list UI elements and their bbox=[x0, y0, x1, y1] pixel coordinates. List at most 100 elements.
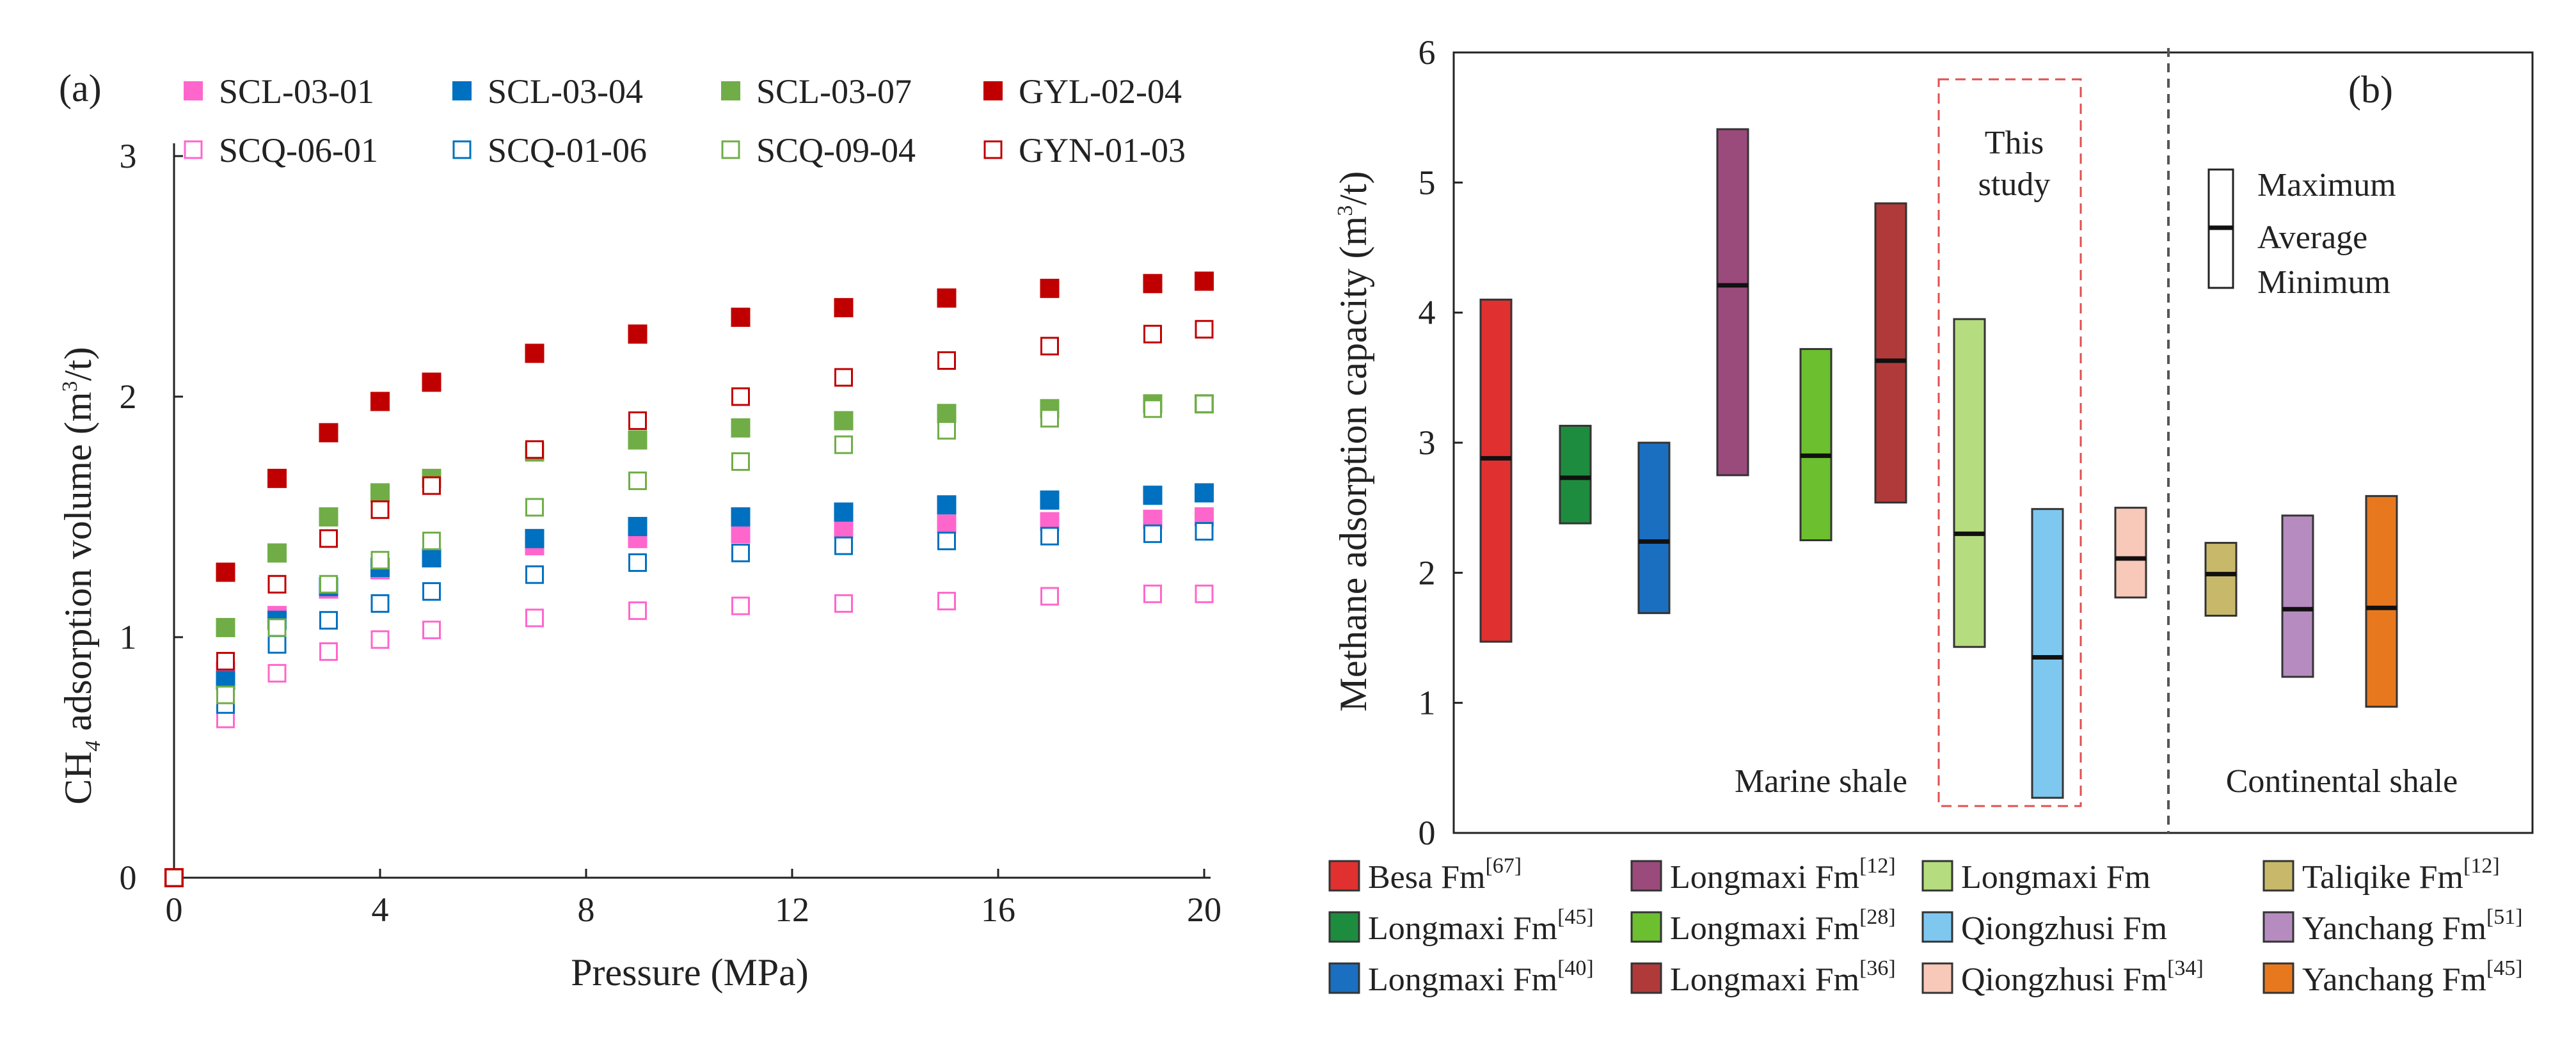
legend-label: SCQ-09-04 bbox=[756, 131, 916, 170]
data-point-scq-01-06 bbox=[628, 553, 647, 572]
range-bar bbox=[2281, 514, 2314, 678]
continental-shale-label: Continental shale bbox=[2226, 763, 2458, 800]
data-point-gyl-02-04 bbox=[319, 423, 338, 443]
range-bar bbox=[1874, 202, 1907, 504]
legend-marker bbox=[983, 140, 1003, 159]
legend-reference: [45] bbox=[1557, 905, 1594, 929]
data-point-gyl-02-04 bbox=[1040, 278, 1060, 298]
legend-swatch bbox=[1921, 911, 1953, 943]
data-point-gyl-02-04 bbox=[731, 307, 751, 327]
data-point-scq-09-04 bbox=[319, 574, 338, 594]
data-point-gyl-02-04 bbox=[628, 324, 648, 344]
data-point-scq-01-06 bbox=[1143, 524, 1162, 543]
data-point-gyl-02-04 bbox=[422, 372, 441, 392]
data-point-scl-03-04 bbox=[1040, 490, 1060, 510]
y-tick-label: 1 bbox=[1419, 684, 1436, 722]
panel-a-ylabel-post: /t) bbox=[57, 347, 99, 381]
data-point-scl-03-04 bbox=[525, 528, 545, 548]
panel-b-range-bars bbox=[1479, 128, 2398, 799]
x-tick-label: 0 bbox=[166, 891, 183, 929]
legend-label: Longmaxi Fm[12] bbox=[1670, 854, 1896, 896]
legend-swatch bbox=[2262, 962, 2294, 994]
range-bar bbox=[2031, 508, 2064, 799]
legend-reference: [28] bbox=[1859, 905, 1896, 929]
range-bar bbox=[2365, 495, 2398, 708]
legend-swatch bbox=[2262, 860, 2294, 892]
data-point-scq-06-01 bbox=[628, 601, 647, 621]
data-point-scl-03-04 bbox=[628, 517, 648, 537]
y-tick-label: 3 bbox=[120, 137, 137, 175]
legend-label: Longmaxi Fm[36] bbox=[1670, 956, 1896, 998]
y-tick-label: 4 bbox=[1419, 294, 1436, 332]
legend-reference: [12] bbox=[2463, 854, 2500, 878]
data-point-scl-03-07 bbox=[216, 617, 235, 637]
range-bar bbox=[1559, 425, 1592, 525]
legend-label: Qiongzhusi Fm[34] bbox=[1961, 956, 2204, 998]
legend-marker bbox=[721, 140, 740, 159]
legend-label: SCL-03-04 bbox=[488, 72, 643, 111]
y-tick-label: 0 bbox=[120, 859, 137, 897]
data-point-scq-06-01 bbox=[1195, 584, 1214, 603]
data-point-gyn-01-03 bbox=[525, 440, 544, 459]
data-point-gyl-02-04 bbox=[216, 562, 235, 582]
x-tick-label: 12 bbox=[775, 891, 809, 929]
legend-label: SCL-03-01 bbox=[219, 72, 374, 111]
legend-label: Longmaxi Fm bbox=[1961, 859, 2151, 896]
panel-a-label: (a) bbox=[59, 67, 102, 109]
legend-label: Longmaxi Fm[28] bbox=[1670, 905, 1896, 947]
data-point-scl-03-07 bbox=[628, 430, 648, 450]
data-point-scl-03-04 bbox=[1143, 486, 1163, 505]
this-study-label-line1: This bbox=[1985, 125, 2044, 161]
this-study-label-line2: study bbox=[1978, 166, 2051, 203]
panel-b-label: (b) bbox=[2348, 68, 2393, 111]
legend-marker bbox=[983, 81, 1003, 100]
panel-a-data-points bbox=[164, 271, 1214, 887]
data-point-gyn-01-03 bbox=[834, 368, 853, 387]
data-point-scq-01-06 bbox=[1195, 522, 1214, 541]
legend-marker bbox=[452, 140, 472, 159]
data-point-scq-09-04 bbox=[834, 435, 853, 454]
panel-b-legend: Besa Fm[67] Longmaxi Fm[12] Longmaxi Fm Tal… bbox=[1328, 854, 2523, 998]
legend-swatch bbox=[1921, 962, 1953, 994]
legend-label: Yanchang Fm[51] bbox=[2302, 905, 2523, 947]
key-minimum-label: Minimum bbox=[2257, 264, 2390, 301]
data-point-scq-06-01 bbox=[267, 663, 287, 683]
legend-swatch bbox=[1921, 860, 1953, 892]
data-point-scl-03-04 bbox=[422, 548, 441, 567]
data-point-gyn-01-03 bbox=[731, 387, 750, 406]
data-point-scq-01-06 bbox=[267, 635, 287, 654]
panel-a-ylabel-pre: CH bbox=[57, 751, 99, 804]
data-point-scq-01-06 bbox=[525, 565, 544, 584]
range-bar bbox=[1799, 348, 1833, 541]
data-point-gyn-01-03 bbox=[1195, 320, 1214, 339]
data-point-scl-03-07 bbox=[937, 404, 957, 424]
this-study-dashed-box bbox=[1937, 78, 2082, 807]
y-tick-label: 6 bbox=[1419, 33, 1436, 72]
data-point-gyn-01-03 bbox=[1040, 336, 1059, 356]
legend-reference: [51] bbox=[2486, 905, 2523, 929]
panel-b-range-chart: 0 1 2 3 4 5 6 (b) Maximum Average Minimum This… bbox=[1328, 33, 2534, 998]
panel-a-ylabel-sup: 3 bbox=[58, 381, 82, 392]
data-point-scl-03-04 bbox=[834, 502, 854, 522]
legend-label: Longmaxi Fm[40] bbox=[1368, 956, 1594, 998]
legend-reference: [36] bbox=[1859, 956, 1896, 980]
legend-reference: [12] bbox=[1859, 854, 1896, 878]
legend-marker bbox=[184, 81, 203, 100]
data-point-gyl-02-04 bbox=[834, 297, 854, 317]
key-average-label: Average bbox=[2257, 219, 2367, 256]
legend-label: SCQ-06-01 bbox=[219, 131, 378, 170]
legend-label: GYL-02-04 bbox=[1019, 72, 1182, 111]
data-point-gyn-01-03 bbox=[267, 574, 287, 594]
panel-b-key: Maximum Average Minimum bbox=[2207, 167, 2396, 301]
data-point-gyn-01-03 bbox=[1143, 324, 1162, 344]
legend-marker bbox=[184, 140, 203, 159]
data-point-scl-03-04 bbox=[1195, 483, 1214, 503]
data-point-scq-01-06 bbox=[937, 532, 956, 551]
data-point-scq-09-04 bbox=[1143, 399, 1162, 418]
data-point-scq-06-01 bbox=[525, 608, 544, 628]
data-point-scq-01-06 bbox=[731, 543, 750, 562]
legend-swatch bbox=[1630, 911, 1662, 943]
data-point-scq-01-06 bbox=[834, 536, 853, 555]
marine-shale-label: Marine shale bbox=[1735, 763, 1907, 800]
